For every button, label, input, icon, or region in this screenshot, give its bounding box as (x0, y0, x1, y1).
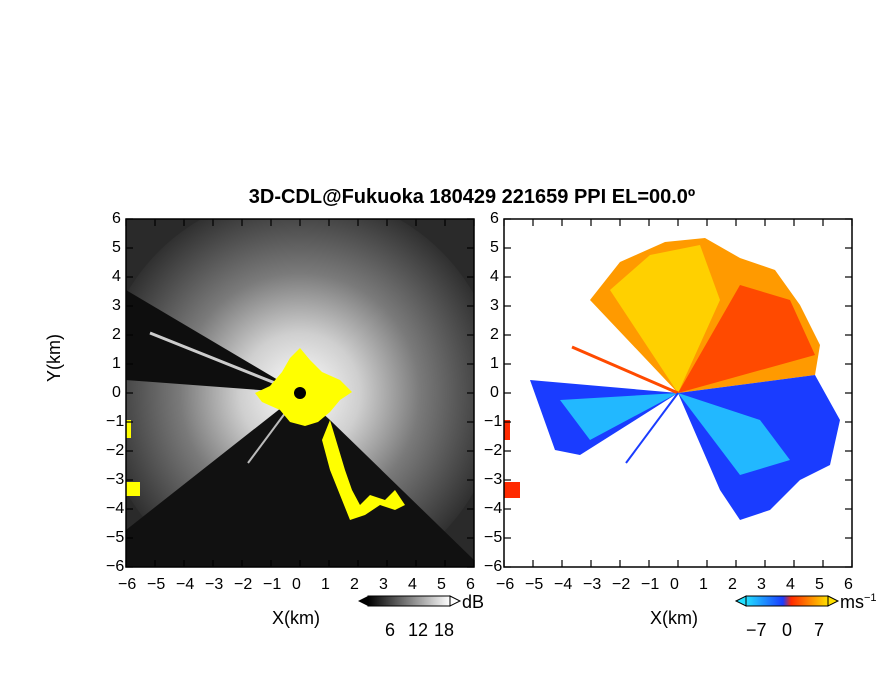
y-tick-label: 4 (490, 268, 499, 285)
x-tick-label: −2 (612, 576, 631, 593)
x-tick-label: 2 (728, 576, 737, 593)
x-tick-label: 2 (350, 576, 359, 593)
x-tick-label: 3 (379, 576, 388, 593)
dB-tick-0: 6 (385, 620, 396, 640)
reflectivity-image (126, 219, 474, 567)
right-xlabel: X(km) (650, 608, 698, 628)
x-tick-label: −1 (641, 576, 660, 593)
y-tick-label: 0 (490, 384, 499, 401)
x-tick-label: 0 (670, 576, 679, 593)
x-tick-label: 5 (437, 576, 446, 593)
y-tick-label: 6 (490, 210, 499, 227)
x-tick-label: 1 (699, 576, 708, 593)
x-tick-label: 6 (466, 576, 475, 593)
x-tick-label: −3 (583, 576, 602, 593)
y-tick-label: 2 (112, 326, 121, 343)
y-tick-label: 4 (112, 268, 121, 285)
x-tick-label: 4 (408, 576, 417, 593)
reflectivity-colorbar (358, 595, 462, 607)
y-tick-label: 6 (112, 210, 121, 227)
y-tick-label: −6 (106, 558, 125, 575)
figure-title: 3D-CDL@Fukuoka 180429 221659 PPI EL=00.0… (248, 186, 696, 208)
y-tick-label: −3 (484, 471, 503, 488)
x-tick-label: 5 (815, 576, 824, 593)
x-tick-label: −2 (234, 576, 253, 593)
y-tick-label: −1 (106, 413, 125, 430)
y-tick-label: −5 (106, 529, 125, 546)
y-tick-label: 0 (112, 384, 121, 401)
x-tick-label: 6 (844, 576, 853, 593)
y-tick-label: 3 (112, 297, 121, 314)
x-tick-label: −4 (176, 576, 195, 593)
x-tick-label: 4 (786, 576, 795, 593)
left-ylabel: Y(km) (44, 334, 64, 382)
vel-tick-2: 7 (814, 620, 825, 640)
x-tick-label: −5 (147, 576, 166, 593)
velocity-image (504, 219, 852, 567)
x-tick-label: −3 (205, 576, 224, 593)
left-xlabel: X(km) (272, 608, 320, 628)
x-tick-label: −1 (263, 576, 282, 593)
x-tick-label: −4 (554, 576, 573, 593)
y-tick-label: −3 (106, 471, 125, 488)
y-tick-label: −5 (484, 529, 503, 546)
ms-unit: ms−1 (840, 592, 877, 612)
y-tick-label: 3 (490, 297, 499, 314)
y-tick-label: 5 (490, 239, 499, 256)
y-tick-label: 1 (112, 355, 121, 372)
x-tick-label: −6 (496, 576, 515, 593)
x-tick-label: −5 (525, 576, 544, 593)
x-tick-label: 1 (321, 576, 330, 593)
dB-tick-2: 18 (434, 620, 455, 640)
x-tick-label: 3 (757, 576, 766, 593)
x-tick-label: 0 (292, 576, 301, 593)
y-tick-label: 2 (490, 326, 499, 343)
vel-tick-0: −7 (746, 620, 767, 640)
dB-tick-1: 12 (408, 620, 429, 640)
y-tick-label: 5 (112, 239, 121, 256)
y-tick-label: −4 (484, 500, 503, 517)
velocity-colorbar (734, 595, 840, 607)
dB-unit: dB (462, 592, 485, 612)
vel-tick-1: 0 (782, 620, 793, 640)
y-tick-label: −2 (484, 442, 503, 459)
y-tick-label: 1 (490, 355, 499, 372)
y-tick-label: −1 (484, 413, 503, 430)
y-tick-label: −4 (106, 500, 125, 517)
y-tick-label: −6 (484, 558, 503, 575)
y-tick-label: −2 (106, 442, 125, 459)
x-tick-label: −6 (118, 576, 137, 593)
